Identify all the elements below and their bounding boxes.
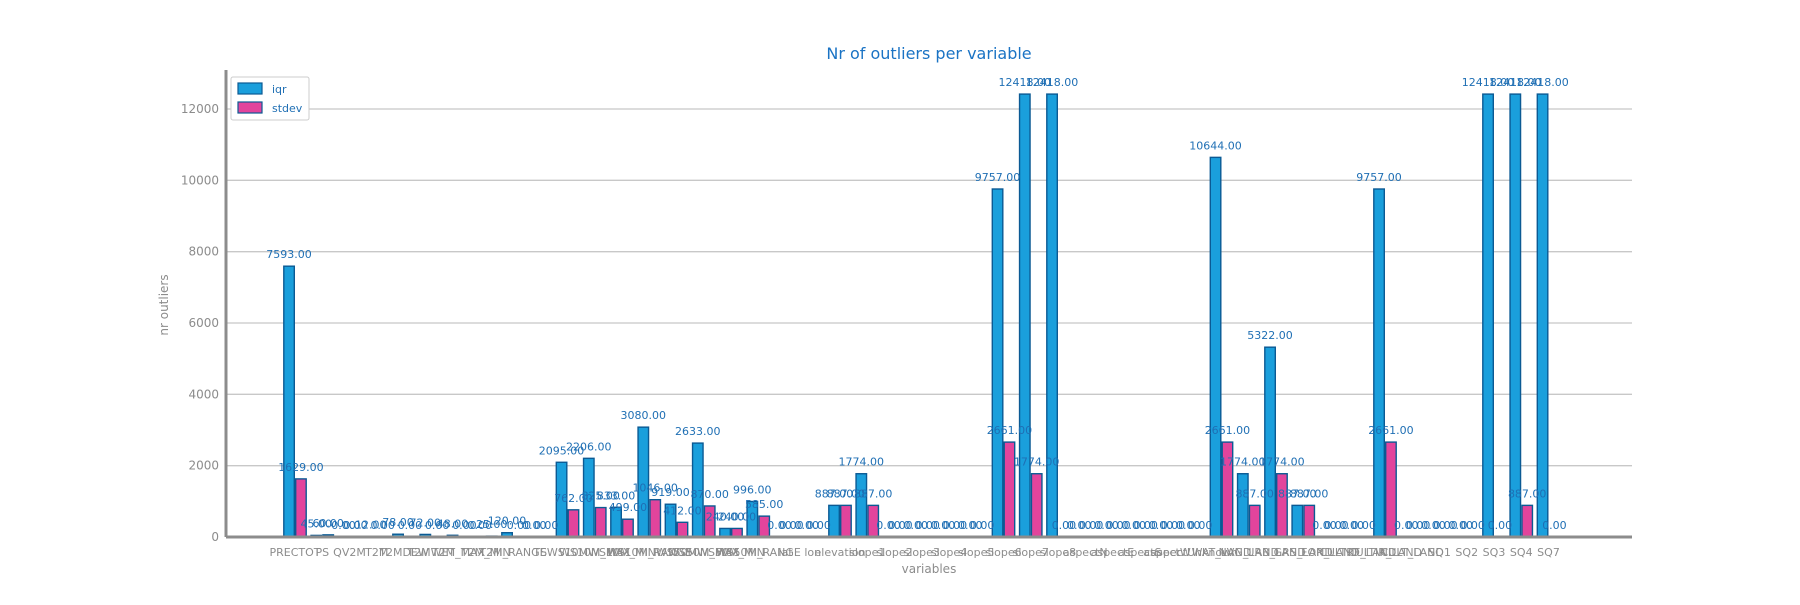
bar-label-iqr-slope8: 12418.00 (1026, 76, 1079, 89)
bar-iqr-SQ7 (1537, 94, 1548, 537)
x-tick-label: PRECTOT (269, 546, 320, 559)
bar-iqr-slope8 (1047, 94, 1058, 537)
bar-iqr-CULTIR_LAND (1374, 189, 1385, 537)
bar-label-iqr-WS50M_MAX: 2633.00 (675, 425, 721, 438)
bar-label-stdev-PRECTOT: 1629.00 (278, 461, 324, 474)
bar-stdev-WS10M_RANGE (650, 500, 661, 537)
bar-label-iqr-WS50M: 919.00 (651, 486, 690, 499)
bar-label-iqr-WS10M_MAX: 2206.00 (566, 440, 612, 453)
legend-swatch-stdev (238, 102, 262, 113)
bar-iqr-SQ3 (1483, 94, 1494, 537)
bar-label-stdev-SQ4: 887.00 (1508, 487, 1547, 500)
bar-iqr-SQ4 (1510, 94, 1521, 537)
bar-label-iqr-WS50M_RANGE: 996.00 (733, 483, 772, 496)
x-tick-label: lat (778, 546, 793, 559)
bar-label-stdev-SQ3: 0.00 (1488, 519, 1513, 532)
x-tick-label: SQ7 (1537, 546, 1560, 559)
y-tick-label: 10000 (181, 173, 219, 187)
bar-label-iqr-WAT_LAND: 10644.00 (1189, 139, 1242, 152)
bar-stdev-slope7 (1031, 474, 1042, 537)
bar-label-stdev-SQ2: 0.00 (1460, 519, 1485, 532)
legend-label-iqr: iqr (272, 83, 287, 96)
x-tick-label: SQ3 (1483, 546, 1506, 559)
x-tick-label: PS (315, 546, 329, 559)
bar-label-stdev-lon: 0.00 (806, 519, 831, 532)
bar-iqr-slope1 (856, 474, 867, 537)
y-tick-label: 2000 (188, 459, 219, 473)
y-tick-label: 4000 (188, 387, 219, 401)
y-tick-label: 12000 (181, 102, 219, 116)
bar-label-stdev-WAT_LAND: 2661.00 (1205, 424, 1251, 437)
bar-label-stdev-CULTRF_LAND: 0.00 (1351, 519, 1376, 532)
bar-label-iqr-slope1: 1774.00 (839, 456, 885, 469)
bar-label-stdev-WS10M_MIN: 499.00 (609, 501, 648, 514)
bar-label-stdev-TS: 0.00 (534, 519, 559, 532)
bar-label-iqr-PRECTOT: 7593.00 (266, 248, 312, 261)
x-tick-label: SQ2 (1455, 546, 1478, 559)
y-ticks: 0 2000 4000 6000 8000 10000 12000 (181, 102, 219, 544)
bar-iqr-URB_LAND (1265, 347, 1276, 537)
bar-iqr-slope7 (1020, 94, 1031, 537)
bar-label-stdev-CULTIR_LAND: 2661.00 (1368, 424, 1414, 437)
bar-stdev-SQ4 (1522, 505, 1533, 537)
bar-stdev-URB_LAND (1277, 474, 1288, 537)
grid (226, 109, 1632, 466)
bar-iqr-slope6 (992, 189, 1003, 537)
bar-label-iqr-SQ7: 12418.00 (1516, 76, 1569, 89)
bar-label-stdev-slope6: 2661.00 (987, 424, 1033, 437)
x-tick-label: TS (532, 546, 547, 559)
bar-label-stdev-SQ7: 0.00 (1542, 519, 1567, 532)
bar-label-iqr-URB_LAND: 5322.00 (1247, 329, 1293, 342)
bar-stdev-elevation (841, 505, 852, 537)
y-axis-title: nr outliers (157, 274, 171, 335)
x-tick-label: SQ4 (1510, 546, 1533, 559)
bar-label-stdev-slope7: 1774.00 (1014, 456, 1060, 469)
y-tick-label: 0 (211, 530, 219, 544)
bar-label-stdev-URB_LAND: 1774.00 (1259, 456, 1305, 469)
y-tick-label: 8000 (188, 245, 219, 259)
bar-label-stdev-slope1: 887.00 (854, 487, 893, 500)
bar-label-stdev-GRS_LAND: 887.00 (1290, 487, 1329, 500)
bar-label-iqr-CULTIR_LAND: 9757.00 (1356, 171, 1402, 184)
bar-stdev-NVG_LAND (1249, 505, 1260, 537)
y-tick-label: 6000 (188, 316, 219, 330)
x-tick-label: SQ1 (1428, 546, 1451, 559)
bar-label-stdev-aspectUnknown: 0.00 (1188, 519, 1213, 532)
x-tick-label: QV2M (333, 546, 366, 559)
legend-swatch-iqr (238, 83, 262, 94)
bar-label-iqr-slope6: 9757.00 (975, 171, 1021, 184)
legend-label-stdev: stdev (272, 102, 303, 115)
legend: iqr stdev (231, 77, 309, 120)
bar-iqr-GRS_LAND (1292, 505, 1303, 537)
x-axis-title: variables (902, 562, 957, 576)
bar-stdev-WS10M (568, 510, 579, 537)
bar-label-stdev-slope5: 0.00 (970, 519, 995, 532)
chart-title: Nr of outliers per variable (826, 44, 1031, 63)
bar-stdev-WS10M_MAX (595, 508, 606, 537)
bars (284, 94, 1548, 537)
bar-label-stdev-WS50M_RANGE: 585.00 (745, 498, 784, 511)
bar-iqr-WAT_LAND (1210, 157, 1221, 537)
bar-iqr-PRECTOT (284, 266, 295, 537)
bar-label-stdev-NVG_LAND: 887.00 (1235, 487, 1274, 500)
bar-label-stdev-WS50M: 412.00 (663, 504, 702, 517)
bar-stdev-WS50M (677, 522, 688, 537)
axes (226, 70, 1632, 537)
bar-label-iqr-WS10M_RANGE: 3080.00 (621, 409, 667, 422)
bar-stdev-WS10M_MIN (623, 519, 634, 537)
bar-label-stdev-WS50M_MIN: 240.00 (718, 510, 757, 523)
bar-label-stdev-WS50M_MAX: 870.00 (690, 488, 729, 501)
bar-iqr-NVG_LAND (1238, 474, 1249, 537)
